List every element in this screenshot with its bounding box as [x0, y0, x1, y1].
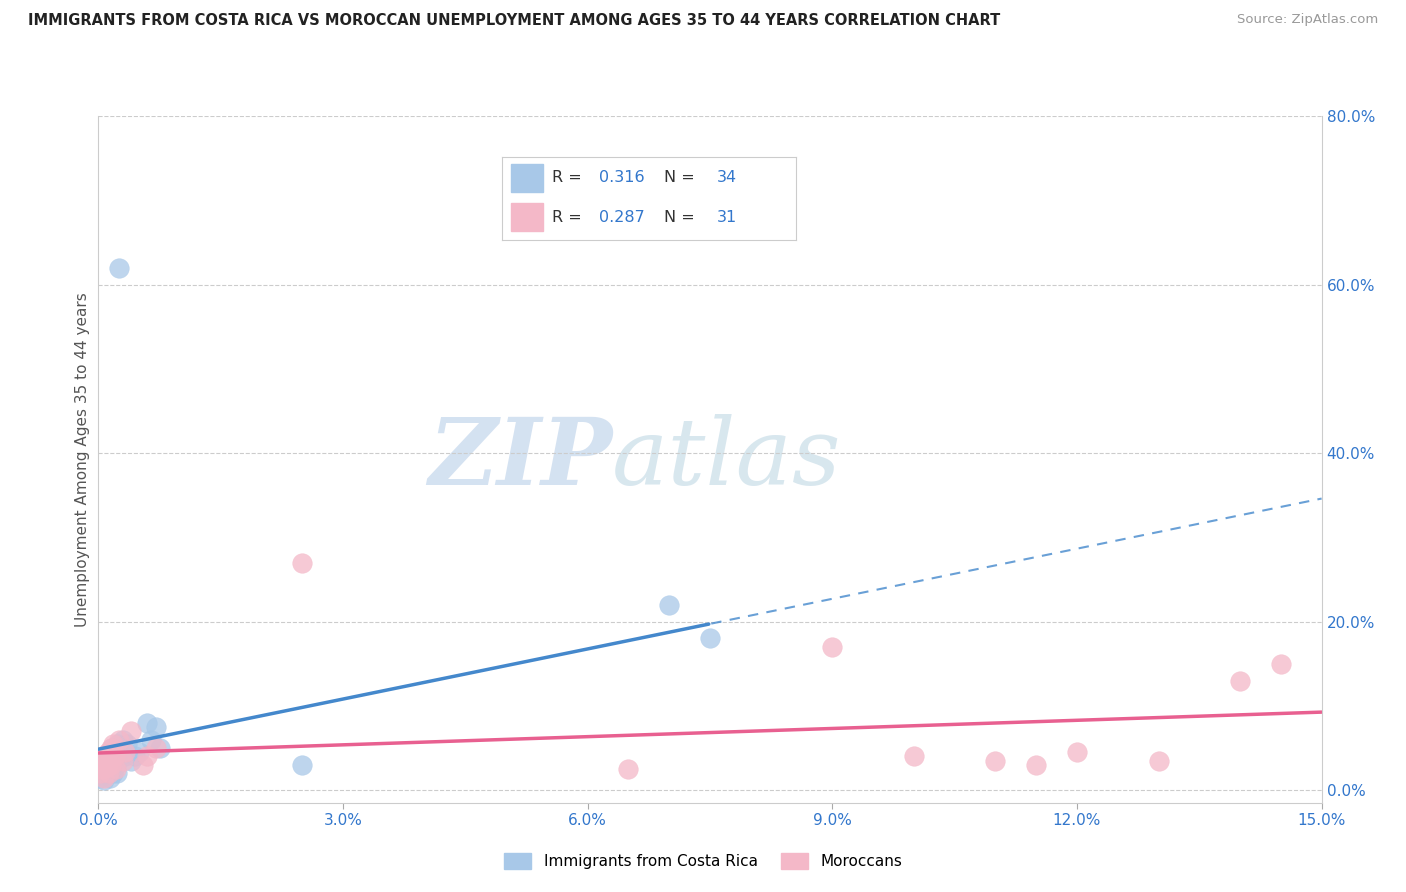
Point [105, 762, 128, 776]
Point [91, 762, 114, 776]
Point [89, 771, 111, 785]
Point [90, 768, 112, 782]
Point [120, 754, 142, 768]
Point [107, 737, 129, 751]
Point [114, 745, 136, 759]
Point [115, 737, 138, 751]
Point [105, 766, 128, 780]
Text: R =: R = [553, 170, 586, 186]
Point [1270, 657, 1292, 671]
Point [1229, 673, 1251, 688]
Point [93, 771, 115, 785]
Point [984, 754, 1007, 768]
Bar [510, 164, 543, 192]
Point [94, 766, 117, 780]
Point [100, 757, 122, 772]
Point [141, 732, 163, 747]
Point [104, 745, 127, 759]
Point [128, 745, 150, 759]
Point [93, 772, 115, 787]
Point [89, 766, 111, 780]
Text: R =: R = [553, 210, 586, 225]
Point [90, 766, 112, 780]
Point [98, 771, 121, 785]
Point [97, 745, 120, 759]
Point [111, 754, 134, 768]
Text: atlas: atlas [612, 415, 842, 504]
Point [124, 749, 146, 764]
Point [94, 759, 117, 773]
Text: 0.316: 0.316 [599, 170, 644, 186]
Legend: Immigrants from Costa Rica, Moroccans: Immigrants from Costa Rica, Moroccans [498, 847, 908, 875]
Point [101, 766, 124, 780]
Point [114, 749, 136, 764]
Text: N =: N = [664, 210, 695, 225]
Point [96, 754, 118, 768]
Point [91, 762, 114, 776]
Point [132, 757, 155, 772]
Point [108, 732, 131, 747]
Point [699, 632, 721, 646]
Text: ZIP: ZIP [427, 415, 612, 504]
Point [105, 757, 128, 772]
Point [136, 749, 159, 764]
Point [658, 598, 681, 612]
Point [91, 757, 114, 772]
Point [291, 556, 314, 570]
Point [821, 640, 844, 654]
Point [145, 741, 167, 756]
Point [96, 759, 118, 773]
Point [1147, 754, 1170, 768]
Point [145, 720, 167, 734]
Point [100, 762, 122, 776]
Point [903, 749, 925, 764]
Point [94, 757, 117, 772]
Text: 31: 31 [717, 210, 737, 225]
Y-axis label: Unemployment Among Ages 35 to 44 years: Unemployment Among Ages 35 to 44 years [75, 292, 90, 627]
Point [91, 749, 114, 764]
Text: IMMIGRANTS FROM COSTA RICA VS MOROCCAN UNEMPLOYMENT AMONG AGES 35 TO 44 YEARS CO: IMMIGRANTS FROM COSTA RICA VS MOROCCAN U… [28, 13, 1001, 29]
Point [100, 757, 122, 772]
Text: 0.287: 0.287 [599, 210, 645, 225]
Point [98, 766, 121, 780]
Point [104, 749, 127, 764]
Point [108, 260, 131, 275]
Text: 34: 34 [717, 170, 737, 186]
Point [136, 715, 159, 730]
Point [149, 741, 172, 756]
Text: Source: ZipAtlas.com: Source: ZipAtlas.com [1237, 13, 1378, 27]
Point [111, 732, 134, 747]
Bar [510, 203, 543, 231]
Point [101, 737, 124, 751]
Point [120, 724, 142, 739]
Point [90, 754, 112, 768]
Point [1025, 757, 1047, 772]
Point [617, 762, 640, 776]
Point [100, 741, 122, 756]
Point [98, 749, 121, 764]
Point [97, 764, 120, 779]
Point [101, 741, 124, 756]
Point [291, 757, 314, 772]
Text: N =: N = [664, 170, 695, 186]
Point [1066, 745, 1088, 759]
